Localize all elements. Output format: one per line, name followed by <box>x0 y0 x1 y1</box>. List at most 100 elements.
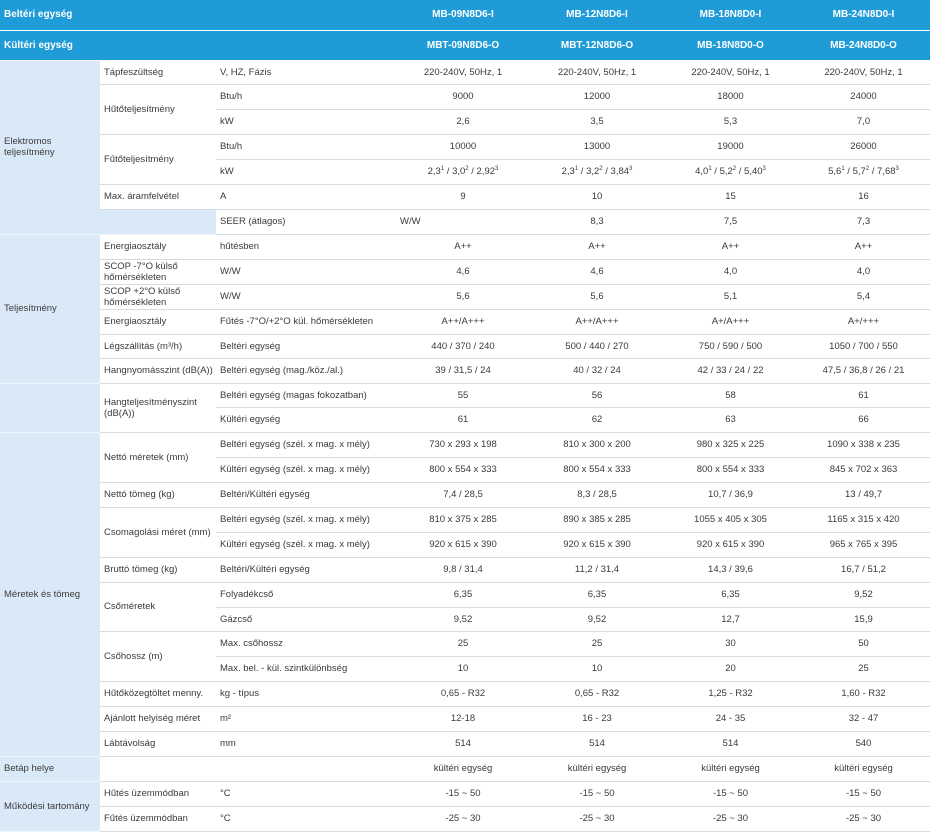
value-cell: 440 / 370 / 240 <box>396 334 530 359</box>
value-cell: kültéri egység <box>530 756 664 782</box>
value-cell: 61 <box>396 407 530 433</box>
value-cell: 810 x 300 x 200 <box>530 432 664 458</box>
row-label: Hűtőközegtöltet menny. <box>100 681 216 707</box>
value-cell: 800 x 554 x 333 <box>530 457 664 483</box>
value-cell: 4,6 <box>396 259 530 285</box>
row-unit: W/W <box>216 259 396 285</box>
row-unit: kg - típus <box>216 681 396 707</box>
value-cell: 220-240V, 50Hz, 1 <box>797 60 930 85</box>
row-label: Energiaosztály <box>100 234 216 260</box>
value-cell: A++ <box>664 234 797 260</box>
row-unit: °C <box>216 781 396 807</box>
value-cell: 10000 <box>396 134 530 160</box>
row-unit: Btu/h <box>216 134 396 160</box>
value-cell: 18000 <box>664 84 797 110</box>
spec-row: Teljesítmény Energiaosztály hűtésben A++ A++… <box>0 234 930 384</box>
spec-row: kW 2,6 3,5 5,3 7,0 <box>0 109 930 135</box>
value-cell: 7,5 <box>664 209 797 235</box>
value-cell: 800 x 554 x 333 <box>664 457 797 483</box>
value-cell: 16,7 / 51,2 <box>797 557 930 583</box>
row-label: Lábtávolság <box>100 731 216 757</box>
value-cell: A++ <box>396 234 530 260</box>
value-cell: 920 x 615 x 390 <box>396 532 530 558</box>
spec-row: Max. bel. - kül. szintkülönbség 10 10 20 25 <box>0 656 930 682</box>
value-cell: 4,0 <box>664 259 797 285</box>
footnote-mark: 2 <box>599 165 603 172</box>
spec-row: Légszállítás (m³/h) Beltéri egység 440 / 3… <box>0 334 930 359</box>
value-cell: 514 <box>530 731 664 757</box>
row-unit: m² <box>216 706 396 732</box>
model-name: MB-18N8D0-O <box>664 30 797 61</box>
value-cell: 920 x 615 x 390 <box>664 532 797 558</box>
header-label: Kültéri egység <box>0 30 396 61</box>
value-cell: 12000 <box>530 84 664 110</box>
row-label <box>100 756 216 782</box>
spec-row: kW 2,31 / 3,02 / 2,923 2,31 / 3,22 / 3,843… <box>0 159 930 185</box>
spec-row: Működési tartomány Hűtés üzemmódban °C -15 … <box>0 781 930 832</box>
row-label: Hűtőteljesítmény <box>100 84 216 135</box>
value-cell: 10,7 / 36,9 <box>664 482 797 508</box>
header-row-outdoor: Kültéri egység MBT-09N8D6-O MBT-12N8D6-O MB… <box>0 30 930 61</box>
value-part: / 5,7 <box>844 166 866 177</box>
value-cell: 47,5 / 36,8 / 26 / 21 <box>797 358 930 384</box>
row-label: Hangnyomásszint (dB(A)) <box>100 358 216 384</box>
value-part: 4,0 <box>695 166 709 177</box>
value-cell: 55 <box>396 383 530 408</box>
value-cell: 800 x 554 x 333 <box>396 457 530 483</box>
row-label: Hűtés üzemmódban <box>100 781 216 807</box>
row-unit: W/W <box>216 284 396 310</box>
footnote-mark: 3 <box>762 165 766 172</box>
row-unit: Fűtés -7°O/+2°O kül. hőmérsékleten <box>216 309 396 335</box>
model-name: MBT-09N8D6-O <box>396 30 530 61</box>
footnote-mark: 3 <box>895 165 899 172</box>
row-label: SCOP +2°O külső hőmérsékleten <box>100 284 216 310</box>
footnote-mark: 2 <box>865 165 870 172</box>
spec-row: Bruttó tömeg (kg) Beltéri/Kültéri egység 9… <box>0 557 930 583</box>
group-spacer <box>100 209 216 235</box>
value-cell: -15 ~ 50 <box>797 781 930 807</box>
row-label: Bruttó tömeg (kg) <box>100 557 216 583</box>
spec-row: Csőméretek Folyadékcső 6,35 6,35 6,35 9,52 <box>0 582 930 632</box>
row-label: Hangteljesítményszint (dB(A)) <box>100 383 216 433</box>
value-cell: 25 <box>797 656 930 682</box>
value-cell: A++/A+++ <box>396 309 530 335</box>
spec-row: Hangteljesítményszint (dB(A)) Beltéri egy… <box>0 383 930 433</box>
model-name: MB-09N8D6-I <box>396 0 530 31</box>
row-unit: kW <box>216 109 396 135</box>
row-label: Csőméretek <box>100 582 216 632</box>
value-cell: 32 - 47 <box>797 706 930 732</box>
value-cell: 5,3 <box>664 109 797 135</box>
row-unit: °C <box>216 806 396 832</box>
row-unit: A <box>216 184 396 210</box>
value-part: 2,3 <box>561 166 575 177</box>
value-cell: A++ <box>797 234 930 260</box>
value-cell: 220-240V, 50Hz, 1 <box>530 60 664 85</box>
value-cell: 62 <box>530 407 664 433</box>
footnote-mark: 2 <box>732 165 737 172</box>
footnote-mark: 1 <box>440 165 445 172</box>
value-cell: -15 ~ 50 <box>664 781 797 807</box>
value-cell: 5,4 <box>797 284 930 310</box>
value-part: / 7,68 <box>869 166 896 177</box>
value-cell: 6,35 <box>396 582 530 608</box>
value-cell: 750 / 590 / 500 <box>664 334 797 359</box>
value-cell: 40 / 32 / 24 <box>530 358 664 384</box>
value-cell: 540 <box>797 731 930 757</box>
value-cell: 220-240V, 50Hz, 1 <box>396 60 530 85</box>
value-cell: 12-18 <box>396 706 530 732</box>
value-cell: -15 ~ 50 <box>530 781 664 807</box>
value-cell: 13 / 49,7 <box>797 482 930 508</box>
row-label: Max. áramfelvétel <box>100 184 216 210</box>
value-cell: kültéri egység <box>664 756 797 782</box>
value-cell: 12,7 <box>664 607 797 632</box>
spec-row: Kültéri egység 61 62 63 66 <box>0 407 930 433</box>
value-cell: 24 - 35 <box>664 706 797 732</box>
row-unit: Beltéri/Kültéri egység <box>216 482 396 508</box>
value-cell: 500 / 440 / 270 <box>530 334 664 359</box>
value-cell: 920 x 615 x 390 <box>530 532 664 558</box>
spec-row: Nettó tömeg (kg) Beltéri/Kültéri egység 7,… <box>0 482 930 508</box>
row-label: Nettó méretek (mm) <box>100 432 216 483</box>
value-part: / 3,2 <box>578 166 600 177</box>
row-unit: V, HZ, Fázis <box>216 60 396 85</box>
value-cell: 30 <box>664 631 797 657</box>
